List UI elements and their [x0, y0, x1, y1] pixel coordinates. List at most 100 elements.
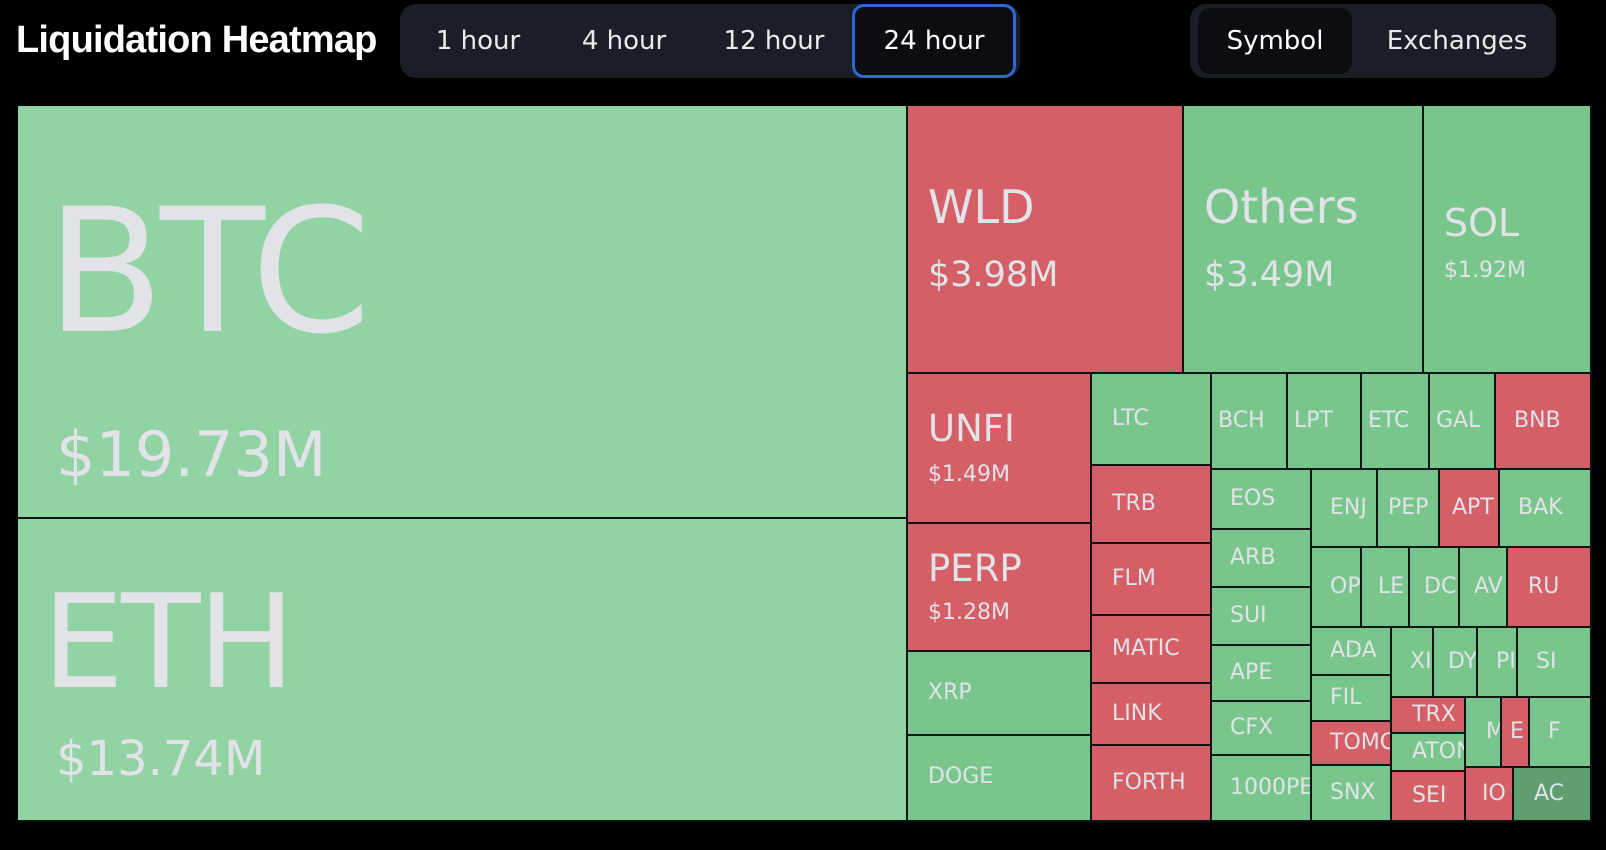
- treemap-tile-op[interactable]: OP: [1312, 548, 1362, 628]
- tile-symbol: AC: [1534, 781, 1565, 806]
- treemap-tile-le[interactable]: LE: [1362, 548, 1410, 628]
- view-mode-selector: Symbol Exchanges: [1190, 4, 1556, 78]
- treemap-tile-io[interactable]: IO: [1466, 768, 1514, 822]
- treemap-tile-ada[interactable]: ADA: [1312, 628, 1392, 676]
- tile-symbol: TRX: [1412, 702, 1456, 727]
- treemap-tile-etc[interactable]: ETC: [1362, 374, 1430, 470]
- treemap-tile-trb[interactable]: TRB: [1092, 466, 1212, 544]
- tile-symbol: IO: [1482, 781, 1506, 806]
- tile-symbol: LE: [1378, 574, 1405, 599]
- treemap-tile-ltc[interactable]: LTC: [1092, 374, 1212, 466]
- treemap-tile-flm[interactable]: FLM: [1092, 544, 1212, 616]
- tile-symbol: BCH: [1218, 408, 1265, 433]
- tile-symbol: ATON: [1412, 739, 1464, 764]
- treemap-tile-dy[interactable]: DY: [1434, 628, 1478, 698]
- tile-symbol: F: [1548, 719, 1561, 744]
- treemap-tile-doge[interactable]: DOGE: [908, 736, 1092, 822]
- tile-value: $13.74M: [56, 731, 266, 787]
- tile-symbol: FLM: [1112, 566, 1156, 591]
- tile-symbol: TOMO: [1330, 730, 1392, 755]
- treemap-tile-aton[interactable]: ATON: [1392, 734, 1466, 772]
- tile-symbol: FORTH: [1112, 770, 1186, 795]
- treemap-tile-link[interactable]: LINK: [1092, 684, 1212, 746]
- timeframe-12h-button[interactable]: 12 hour: [723, 26, 825, 56]
- tile-symbol: SNX: [1330, 780, 1376, 805]
- tile-symbol: SUI: [1230, 603, 1267, 628]
- treemap-tile-ape[interactable]: APE: [1212, 646, 1312, 702]
- treemap-tile-xi[interactable]: XI: [1392, 628, 1434, 698]
- tile-symbol: ETH: [42, 566, 295, 718]
- treemap-tile-btc[interactable]: BTC $19.73M: [18, 106, 908, 519]
- treemap-tile-sol[interactable]: SOL $1.92M: [1424, 106, 1592, 374]
- treemap-tile-dc[interactable]: DC: [1410, 548, 1460, 628]
- tile-symbol: FIL: [1330, 685, 1362, 710]
- treemap-tile-ac[interactable]: AC: [1514, 768, 1592, 822]
- treemap-tile-gal[interactable]: GAL: [1430, 374, 1496, 470]
- treemap-tile-ru[interactable]: RU: [1508, 548, 1592, 628]
- timeframe-4h-button[interactable]: 4 hour: [581, 26, 667, 56]
- treemap-tile-fil[interactable]: FIL: [1312, 676, 1392, 722]
- tile-symbol: ENJ: [1330, 495, 1367, 520]
- tile-symbol: UNFI: [928, 407, 1015, 450]
- treemap-tile-enj[interactable]: ENJ: [1312, 470, 1378, 548]
- treemap-tile-eos[interactable]: EOS: [1212, 470, 1312, 530]
- tile-value: $1.49M: [928, 462, 1010, 487]
- tile-symbol: LTC: [1112, 406, 1149, 431]
- treemap-tile-pep[interactable]: PEP: [1378, 470, 1440, 548]
- treemap-tile-1000pe[interactable]: 1000PE: [1212, 756, 1312, 822]
- tile-symbol: APE: [1230, 660, 1273, 685]
- tile-value: $3.49M: [1204, 255, 1335, 295]
- timeframe-24h-button[interactable]: 24 hour: [852, 4, 1016, 78]
- treemap-tile-xrp[interactable]: XRP: [908, 652, 1092, 736]
- treemap-tile-av[interactable]: AV: [1460, 548, 1508, 628]
- view-exchanges-button[interactable]: Exchanges: [1386, 26, 1528, 56]
- liquidation-treemap: BTC $19.73M ETH $13.74M WLD $3.98M Other…: [18, 106, 1592, 822]
- treemap-tile-tomo[interactable]: TOMO: [1312, 722, 1392, 766]
- tile-symbol: GAL: [1436, 408, 1481, 433]
- tile-value: $1.28M: [928, 600, 1010, 625]
- tile-symbol: MATIC: [1112, 636, 1180, 661]
- treemap-tile-apt[interactable]: APT: [1440, 470, 1500, 548]
- tile-symbol: PERP: [928, 547, 1022, 590]
- tile-symbol: LPT: [1294, 408, 1333, 433]
- treemap-tile-si[interactable]: SI: [1518, 628, 1592, 698]
- timeframe-selector: 1 hour 4 hour 12 hour 24 hour: [400, 4, 1020, 78]
- treemap-tile-bch[interactable]: BCH: [1212, 374, 1288, 470]
- treemap-tile-lpt[interactable]: LPT: [1288, 374, 1362, 470]
- tile-symbol: BNB: [1514, 408, 1561, 433]
- tile-symbol: E: [1510, 719, 1524, 744]
- treemap-tile-bnb[interactable]: BNB: [1496, 374, 1592, 470]
- tile-symbol: RU: [1528, 574, 1560, 599]
- tile-symbol: BAK: [1518, 495, 1563, 520]
- treemap-tile-perp[interactable]: PERP $1.28M: [908, 524, 1092, 652]
- tile-symbol: 1000PE: [1230, 775, 1312, 800]
- treemap-tile-others[interactable]: Others $3.49M: [1184, 106, 1424, 374]
- tile-symbol: XRP: [928, 680, 972, 705]
- tile-symbol: SOL: [1444, 201, 1520, 245]
- tile-symbol: PI: [1496, 649, 1516, 674]
- tile-symbol: OP: [1330, 574, 1361, 599]
- view-symbol-button[interactable]: Symbol: [1198, 8, 1352, 74]
- treemap-tile-unfi[interactable]: UNFI $1.49M: [908, 374, 1092, 524]
- tile-symbol: ARB: [1230, 545, 1276, 570]
- treemap-tile-eth[interactable]: ETH $13.74M: [18, 519, 908, 822]
- treemap-tile-cfx[interactable]: CFX: [1212, 702, 1312, 756]
- treemap-tile-trx[interactable]: TRX: [1392, 698, 1466, 734]
- treemap-tile-pi[interactable]: PI: [1478, 628, 1518, 698]
- treemap-tile-bak[interactable]: BAK: [1500, 470, 1592, 548]
- treemap-tile-matic[interactable]: MATIC: [1092, 616, 1212, 684]
- treemap-tile-sei[interactable]: SEI: [1392, 772, 1466, 822]
- tile-symbol: DOGE: [928, 764, 994, 789]
- treemap-tile-sui[interactable]: SUI: [1212, 588, 1312, 646]
- treemap-tile-m[interactable]: M: [1466, 698, 1502, 768]
- treemap-tile-wld[interactable]: WLD $3.98M: [908, 106, 1184, 374]
- tile-symbol: PEP: [1388, 495, 1429, 520]
- treemap-tile-snx[interactable]: SNX: [1312, 766, 1392, 822]
- treemap-tile-f[interactable]: F: [1530, 698, 1592, 768]
- treemap-tile-e[interactable]: E: [1502, 698, 1530, 768]
- page-title: Liquidation Heatmap: [16, 19, 377, 61]
- treemap-tile-arb[interactable]: ARB: [1212, 530, 1312, 588]
- treemap-tile-forth[interactable]: FORTH: [1092, 746, 1212, 822]
- timeframe-1h-button[interactable]: 1 hour: [435, 26, 521, 56]
